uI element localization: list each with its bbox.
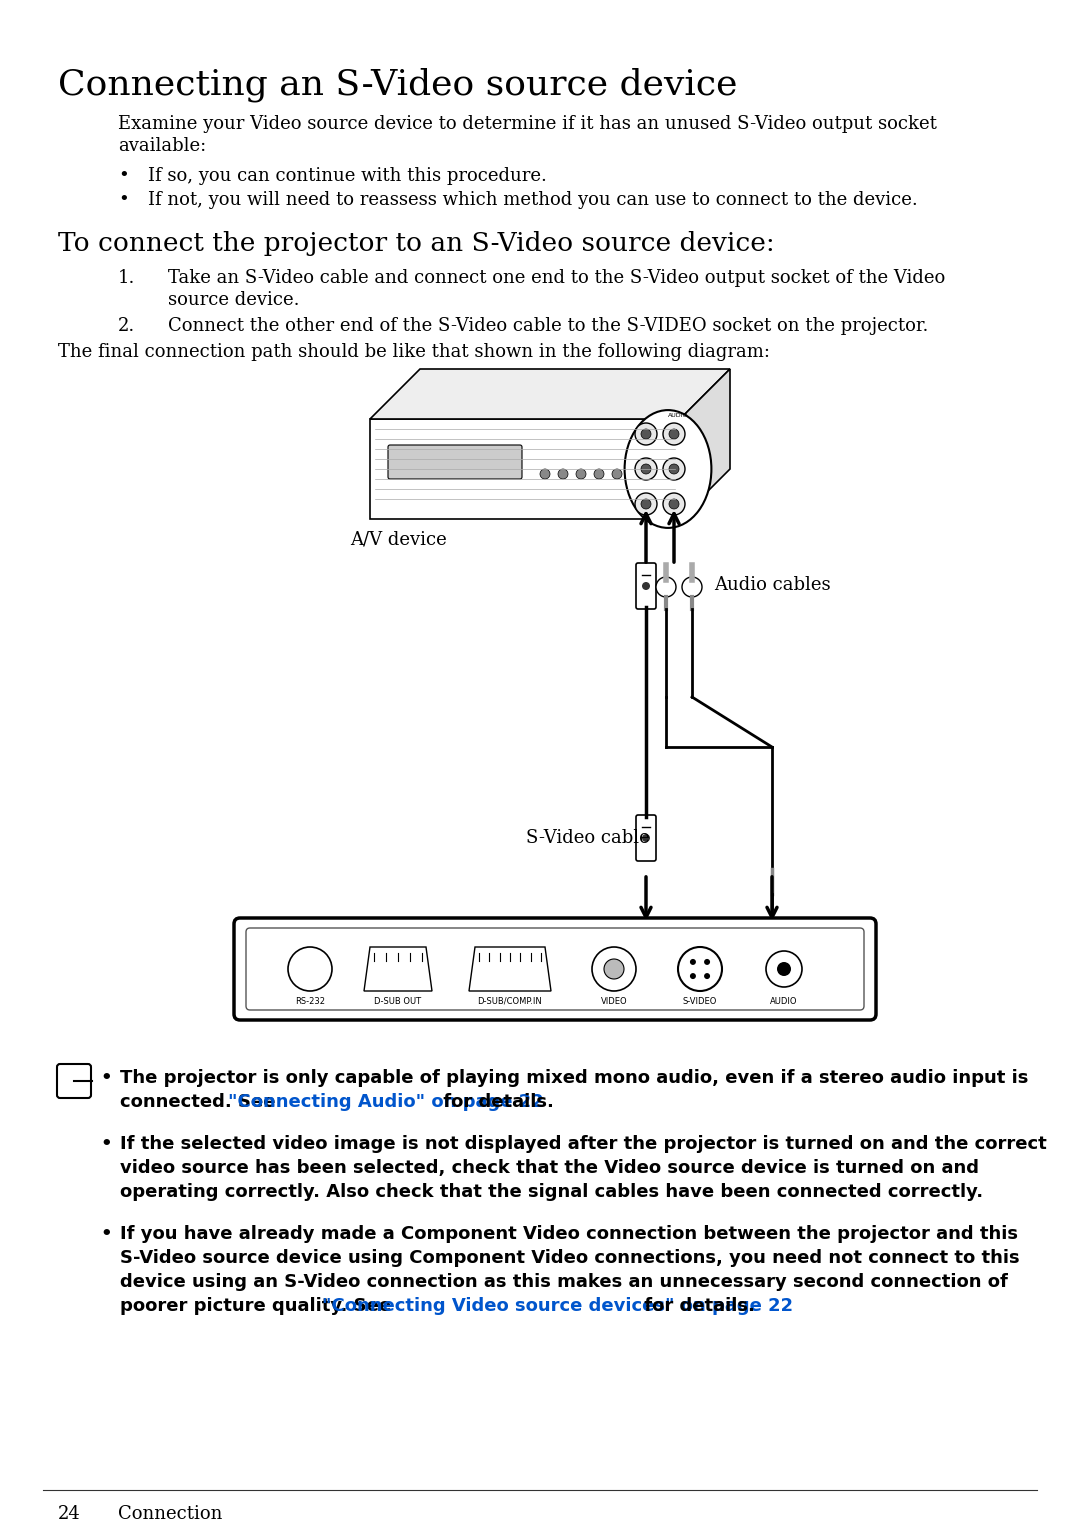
Text: video source has been selected, check that the Video source device is turned on : video source has been selected, check th… <box>120 1159 978 1177</box>
Circle shape <box>656 576 676 596</box>
Circle shape <box>681 576 702 596</box>
Text: If so, you can continue with this procedure.: If so, you can continue with this proced… <box>148 167 546 185</box>
Circle shape <box>766 951 802 988</box>
Circle shape <box>558 469 568 479</box>
Circle shape <box>704 972 710 979</box>
Circle shape <box>594 469 604 479</box>
Text: D-SUB OUT: D-SUB OUT <box>375 997 421 1006</box>
Text: "Connecting Video source devices" on page 22: "Connecting Video source devices" on pag… <box>322 1297 793 1315</box>
Text: device using an S-Video connection as this makes an unnecessary second connectio: device using an S-Video connection as th… <box>120 1274 1008 1290</box>
Text: RS-232: RS-232 <box>295 997 325 1006</box>
Text: for details.: for details. <box>436 1093 554 1112</box>
Text: •: • <box>118 167 129 185</box>
Circle shape <box>635 459 657 480</box>
Circle shape <box>642 498 651 509</box>
Text: Connecting an S-Video source device: Connecting an S-Video source device <box>58 67 738 102</box>
Polygon shape <box>370 368 730 419</box>
Text: VIDEO: VIDEO <box>600 997 627 1006</box>
Text: •: • <box>100 1225 111 1243</box>
FancyBboxPatch shape <box>636 563 656 609</box>
Text: D-SUB/COMP.IN: D-SUB/COMP.IN <box>477 997 542 1006</box>
Text: •: • <box>100 1069 111 1087</box>
Text: To connect the projector to an S-Video source device:: To connect the projector to an S-Video s… <box>58 231 774 255</box>
Circle shape <box>540 469 550 479</box>
Text: poorer picture quality. See: poorer picture quality. See <box>120 1297 397 1315</box>
Circle shape <box>642 583 650 590</box>
Text: •: • <box>118 191 129 209</box>
Circle shape <box>576 469 586 479</box>
Text: S-Video cable: S-Video cable <box>526 829 650 847</box>
Text: If the selected video image is not displayed after the projector is turned on an: If the selected video image is not displ… <box>120 1135 1047 1153</box>
Circle shape <box>604 959 624 979</box>
Text: Take an S-Video cable and connect one end to the S-Video output socket of the Vi: Take an S-Video cable and connect one en… <box>168 269 945 287</box>
FancyBboxPatch shape <box>234 917 876 1020</box>
Text: •: • <box>100 1135 111 1153</box>
Circle shape <box>642 463 651 474</box>
Circle shape <box>704 959 710 965</box>
Polygon shape <box>370 419 680 518</box>
Polygon shape <box>469 946 551 991</box>
Text: "Connecting Audio" on page 22: "Connecting Audio" on page 22 <box>228 1093 543 1112</box>
Text: available:: available: <box>118 138 206 154</box>
Text: Connect the other end of the S-Video cable to the S-VIDEO socket on the projecto: Connect the other end of the S-Video cab… <box>168 317 929 335</box>
Text: connected. See: connected. See <box>120 1093 282 1112</box>
Text: A/V device: A/V device <box>350 531 447 549</box>
Circle shape <box>690 972 696 979</box>
Text: 2.: 2. <box>118 317 135 335</box>
Circle shape <box>669 463 679 474</box>
Text: 1.: 1. <box>118 269 135 287</box>
Text: If you have already made a Component Video connection between the projector and : If you have already made a Component Vid… <box>120 1225 1018 1243</box>
Circle shape <box>642 833 650 842</box>
FancyBboxPatch shape <box>388 445 522 479</box>
Text: Examine your Video source device to determine if it has an unused S-Video output: Examine your Video source device to dete… <box>118 115 936 133</box>
Circle shape <box>642 430 651 439</box>
FancyBboxPatch shape <box>636 815 656 861</box>
Text: AUDIO: AUDIO <box>667 413 688 417</box>
Text: If not, you will need to reassess which method you can use to connect to the dev: If not, you will need to reassess which … <box>148 191 918 209</box>
Circle shape <box>612 469 622 479</box>
Circle shape <box>630 469 640 479</box>
Circle shape <box>669 430 679 439</box>
Text: Audio cables: Audio cables <box>714 576 831 593</box>
Circle shape <box>288 946 332 991</box>
Polygon shape <box>680 368 730 518</box>
Text: for details.: for details. <box>638 1297 755 1315</box>
Text: S-Video source device using Component Video connections, you need not connect to: S-Video source device using Component Vi… <box>120 1249 1020 1268</box>
Circle shape <box>663 424 685 445</box>
Ellipse shape <box>624 410 712 528</box>
Circle shape <box>777 962 791 976</box>
Text: source device.: source device. <box>168 291 299 309</box>
Circle shape <box>678 946 723 991</box>
Text: S-VIDEO: S-VIDEO <box>683 997 717 1006</box>
Circle shape <box>690 959 696 965</box>
Polygon shape <box>364 946 432 991</box>
Circle shape <box>669 498 679 509</box>
Circle shape <box>663 459 685 480</box>
Circle shape <box>663 492 685 515</box>
Text: Connection: Connection <box>118 1505 222 1523</box>
Text: The projector is only capable of playing mixed mono audio, even if a stereo audi: The projector is only capable of playing… <box>120 1069 1028 1087</box>
Text: 24: 24 <box>58 1505 81 1523</box>
Text: The final connection path should be like that shown in the following diagram:: The final connection path should be like… <box>58 342 770 361</box>
Circle shape <box>592 946 636 991</box>
Text: AUDIO: AUDIO <box>770 997 798 1006</box>
Circle shape <box>635 492 657 515</box>
Text: operating correctly. Also check that the signal cables have been connected corre: operating correctly. Also check that the… <box>120 1183 983 1200</box>
Circle shape <box>635 424 657 445</box>
